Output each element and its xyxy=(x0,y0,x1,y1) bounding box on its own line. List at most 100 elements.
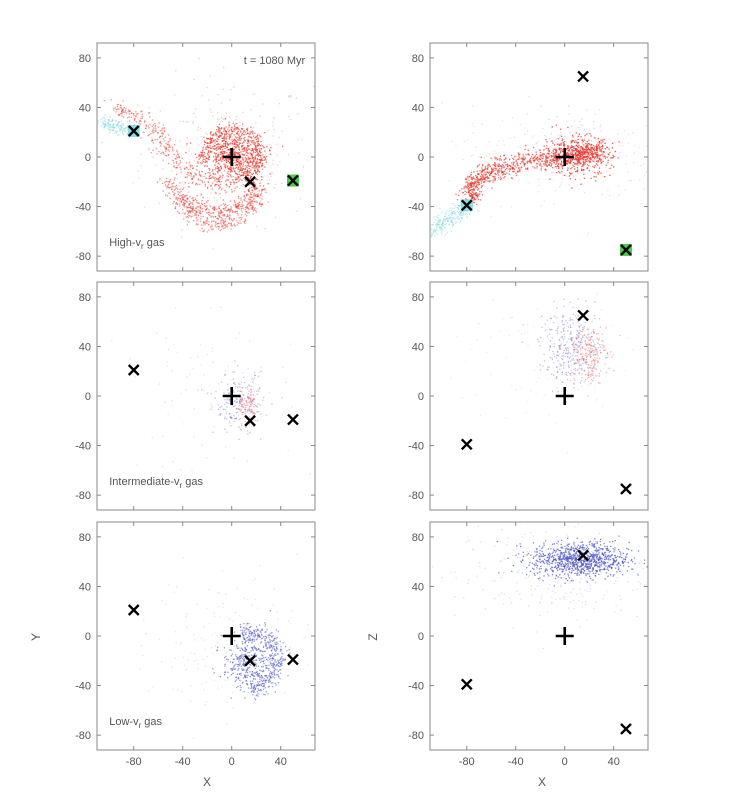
gas-particle xyxy=(231,417,233,419)
gas-particle xyxy=(195,174,197,176)
gas-particle xyxy=(481,165,484,167)
gas-particle xyxy=(241,128,244,130)
gas-particle xyxy=(232,153,235,155)
gas-particle xyxy=(548,163,551,166)
gas-particle xyxy=(213,197,216,199)
gas-particle xyxy=(557,328,559,330)
gas-particle xyxy=(287,450,289,452)
gas-particle xyxy=(523,155,525,158)
gas-particle xyxy=(553,362,555,364)
gas-particle xyxy=(471,191,473,193)
gas-particle xyxy=(126,117,129,119)
gas-particle xyxy=(588,151,590,153)
gas-particle xyxy=(116,132,118,134)
gas-particle xyxy=(188,174,190,177)
gas-particle xyxy=(183,218,185,220)
cross-marker xyxy=(287,174,299,187)
gas-particle xyxy=(216,181,218,183)
gas-particle xyxy=(223,140,225,142)
gas-particle xyxy=(124,110,126,112)
gas-particle xyxy=(578,160,580,162)
gas-particle xyxy=(263,188,265,191)
gas-particle xyxy=(470,176,473,178)
gas-particle xyxy=(121,110,123,112)
gas-particle xyxy=(593,331,595,333)
gas-particle xyxy=(572,313,574,316)
gas-particle xyxy=(561,321,563,323)
gas-particle xyxy=(542,153,544,155)
gas-particle xyxy=(559,131,562,133)
gas-particle xyxy=(605,327,607,329)
y-tick-label: -40 xyxy=(75,202,91,214)
gas-particle xyxy=(216,141,218,143)
gas-particle xyxy=(259,160,262,162)
gas-particle xyxy=(476,180,479,182)
gas-particle xyxy=(537,162,539,165)
gas-particle xyxy=(569,157,571,160)
gas-particle xyxy=(239,160,241,162)
gas-particle xyxy=(232,126,234,128)
gas-particle xyxy=(195,220,198,222)
gas-particle xyxy=(163,153,165,155)
gas-particle xyxy=(232,152,234,155)
gas-particle xyxy=(533,161,535,163)
gas-particle xyxy=(450,219,452,221)
gas-particle xyxy=(506,167,508,170)
gas-particle xyxy=(158,384,160,386)
gas-particle xyxy=(518,179,520,181)
gas-particle xyxy=(222,221,224,223)
gas-particle xyxy=(568,145,570,147)
gas-particle xyxy=(576,344,578,346)
gas-particle xyxy=(575,152,577,154)
gas-particle xyxy=(586,152,588,154)
gas-particle xyxy=(221,132,223,134)
gas-particle xyxy=(227,171,229,173)
gas-particle xyxy=(210,216,212,218)
gas-particle xyxy=(244,146,246,149)
gas-particle xyxy=(149,116,151,118)
gas-particle xyxy=(230,191,233,193)
gas-particle xyxy=(247,368,249,370)
gas-particle xyxy=(222,211,224,214)
gas-particle xyxy=(206,219,208,221)
gas-particle xyxy=(185,121,187,123)
gas-particle xyxy=(496,144,499,147)
gas-particle xyxy=(484,166,487,168)
gas-particle xyxy=(158,180,160,182)
gas-particle xyxy=(476,197,479,199)
gas-particle xyxy=(505,164,507,166)
gas-particle xyxy=(220,116,223,119)
gas-particle xyxy=(212,212,214,214)
gas-particle xyxy=(247,146,249,148)
gas-particle xyxy=(219,179,221,181)
gas-particle xyxy=(191,182,193,184)
gas-particle xyxy=(258,171,261,173)
gas-particle xyxy=(584,146,587,148)
gas-particle xyxy=(231,142,233,145)
gas-particle xyxy=(259,404,261,406)
gas-particle xyxy=(583,359,585,361)
gas-particle xyxy=(184,199,186,202)
gas-particle xyxy=(209,141,211,143)
gas-particle xyxy=(216,184,218,186)
gas-particle xyxy=(168,145,170,147)
gas-particle xyxy=(192,167,194,169)
gas-particle xyxy=(239,216,242,219)
gas-particle xyxy=(200,162,202,164)
gas-particle xyxy=(521,160,524,162)
gas-particle xyxy=(590,149,592,152)
gas-particle xyxy=(579,341,581,344)
gas-particle xyxy=(223,152,226,154)
gas-particle xyxy=(443,218,445,220)
gas-particle xyxy=(559,158,561,160)
gas-particle xyxy=(454,222,457,224)
gas-particle xyxy=(235,182,238,184)
gas-particle xyxy=(264,159,266,161)
gas-particle xyxy=(567,356,569,358)
gas-particle xyxy=(223,163,225,165)
gas-particle xyxy=(179,205,181,207)
gas-particle xyxy=(260,143,262,146)
gas-particle xyxy=(253,195,255,197)
gas-particle xyxy=(207,158,209,161)
gas-particle xyxy=(229,148,231,150)
